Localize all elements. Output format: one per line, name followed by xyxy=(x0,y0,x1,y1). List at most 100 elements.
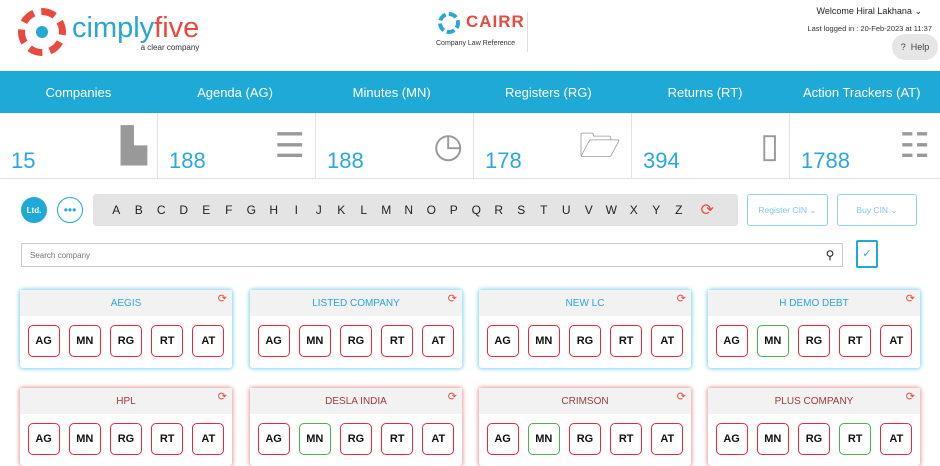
letter-filter-f[interactable]: F xyxy=(225,203,233,217)
module-button-rg[interactable]: RG xyxy=(568,423,601,455)
module-button-ag[interactable]: AG xyxy=(257,325,290,357)
letter-filter-p[interactable]: P xyxy=(449,203,458,217)
module-button-rt[interactable]: RT xyxy=(839,423,872,455)
letter-filter-x[interactable]: X xyxy=(629,203,638,217)
module-button-ag[interactable]: AG xyxy=(715,423,748,455)
letter-filter-z[interactable]: Z xyxy=(675,203,683,217)
letter-filter-h[interactable]: H xyxy=(269,203,279,217)
letter-filter-r[interactable]: R xyxy=(494,203,504,217)
refresh-icon[interactable]: ⟳ xyxy=(905,391,915,403)
company-name[interactable]: H DEMO DEBT ⟳ xyxy=(708,290,920,316)
module-button-mn[interactable]: MN xyxy=(527,325,560,357)
company-name[interactable]: HPL ⟳ xyxy=(20,388,232,414)
reset-filter-icon[interactable]: ⟳ xyxy=(700,202,714,219)
module-button-rg[interactable]: RG xyxy=(109,325,142,357)
letter-filter-e[interactable]: E xyxy=(202,203,211,217)
nav-action-trackers[interactable]: Action Trackers (AT) xyxy=(802,84,921,100)
letter-filter-b[interactable]: B xyxy=(134,203,143,217)
report-document-icon[interactable]: ✓ xyxy=(856,240,878,268)
letter-filter-q[interactable]: Q xyxy=(471,203,481,217)
stat-agenda[interactable]: 188 ☰ xyxy=(158,113,316,178)
module-button-rg[interactable]: RG xyxy=(568,325,601,357)
letter-filter-y[interactable]: Y xyxy=(652,203,661,217)
module-button-mn[interactable]: MN xyxy=(68,325,101,357)
search-input[interactable] xyxy=(30,250,818,260)
nav-registers[interactable]: Registers (RG) xyxy=(505,84,592,100)
module-button-rg[interactable]: RG xyxy=(339,325,372,357)
module-button-at[interactable]: AT xyxy=(880,325,913,357)
stat-returns[interactable]: 394 ▯ xyxy=(632,113,790,178)
letter-filter-d[interactable]: D xyxy=(179,203,189,217)
module-button-ag[interactable]: AG xyxy=(257,423,290,455)
letter-filter-t[interactable]: T xyxy=(540,203,548,217)
refresh-icon[interactable]: ⟳ xyxy=(447,293,457,305)
register-cin-button[interactable]: Register CIN ⌄ xyxy=(747,194,828,226)
module-button-mn[interactable]: MN xyxy=(298,423,331,455)
nav-returns[interactable]: Returns (RT) xyxy=(667,84,743,100)
buy-cin-button[interactable]: Buy CIN ⌄ xyxy=(837,194,917,226)
company-name[interactable]: AEGIS ⟳ xyxy=(20,290,232,316)
module-button-rt[interactable]: RT xyxy=(151,325,184,357)
search-icon[interactable]: ⚲ xyxy=(825,248,835,262)
module-button-ag[interactable]: AG xyxy=(486,325,519,357)
company-name[interactable]: PLUS COMPANY ⟳ xyxy=(708,388,920,414)
help-button[interactable]: ? Help xyxy=(892,34,938,60)
nav-agenda[interactable]: Agenda (AG) xyxy=(197,84,273,100)
module-button-rt[interactable]: RT xyxy=(381,423,414,455)
letter-filter-a[interactable]: A xyxy=(112,203,121,217)
stat-minutes[interactable]: 188 ◷ xyxy=(316,113,474,178)
company-name[interactable]: CRIMSON ⟳ xyxy=(479,388,691,414)
module-button-mn[interactable]: MN xyxy=(298,325,331,357)
module-button-mn[interactable]: MN xyxy=(68,423,101,455)
letter-filter-w[interactable]: W xyxy=(605,203,617,217)
stat-action-trackers[interactable]: 1788 ☷ xyxy=(790,113,940,178)
cimplyfive-logo[interactable]: cimplyfive a clear company xyxy=(18,8,199,56)
refresh-icon[interactable]: ⟳ xyxy=(217,391,227,403)
module-button-rg[interactable]: RG xyxy=(339,423,372,455)
module-button-rt[interactable]: RT xyxy=(610,423,643,455)
nav-minutes[interactable]: Minutes (MN) xyxy=(352,84,431,100)
letter-filter-o[interactable]: O xyxy=(426,203,436,217)
module-button-mn[interactable]: MN xyxy=(756,325,789,357)
module-button-rg[interactable]: RG xyxy=(797,423,830,455)
cairr-logo[interactable]: CAIRR Company Law Reference xyxy=(432,12,528,52)
letter-filter-s[interactable]: S xyxy=(517,203,526,217)
letter-filter-v[interactable]: V xyxy=(584,203,593,217)
module-button-rg[interactable]: RG xyxy=(109,423,142,455)
nav-companies[interactable]: Companies xyxy=(45,84,112,100)
module-button-rt[interactable]: RT xyxy=(151,423,184,455)
module-button-rt[interactable]: RT xyxy=(839,325,872,357)
refresh-icon[interactable]: ⟳ xyxy=(217,293,227,305)
module-button-mn[interactable]: MN xyxy=(756,423,789,455)
letter-filter-m[interactable]: M xyxy=(381,203,392,217)
letter-filter-j[interactable]: J xyxy=(315,203,322,217)
module-button-mn[interactable]: MN xyxy=(527,423,560,455)
refresh-icon[interactable]: ⟳ xyxy=(447,391,457,403)
module-button-rt[interactable]: RT xyxy=(381,325,414,357)
module-button-rt[interactable]: RT xyxy=(610,325,643,357)
letter-filter-g[interactable]: G xyxy=(246,203,256,217)
refresh-icon[interactable]: ⟳ xyxy=(905,293,915,305)
module-button-ag[interactable]: AG xyxy=(715,325,748,357)
module-button-at[interactable]: AT xyxy=(651,325,684,357)
module-button-ag[interactable]: AG xyxy=(27,325,60,357)
stat-registers[interactable]: 178 🗁 xyxy=(474,113,632,178)
more-button[interactable]: ••• xyxy=(57,197,83,223)
refresh-icon[interactable]: ⟳ xyxy=(676,293,686,305)
module-button-ag[interactable]: AG xyxy=(27,423,60,455)
letter-filter-l[interactable]: L xyxy=(360,203,368,217)
letter-filter-n[interactable]: N xyxy=(404,203,414,217)
company-name[interactable]: LISTED COMPANY ⟳ xyxy=(250,290,462,316)
module-button-ag[interactable]: AG xyxy=(486,423,519,455)
module-button-at[interactable]: AT xyxy=(880,423,913,455)
module-button-at[interactable]: AT xyxy=(422,423,455,455)
module-button-at[interactable]: AT xyxy=(192,325,225,357)
company-name[interactable]: NEW LC ⟳ xyxy=(479,290,691,316)
module-button-at[interactable]: AT xyxy=(651,423,684,455)
letter-filter-u[interactable]: U xyxy=(561,203,571,217)
module-button-at[interactable]: AT xyxy=(422,325,455,357)
letter-filter-c[interactable]: C xyxy=(156,203,166,217)
company-name[interactable]: DESLA INDIA ⟳ xyxy=(250,388,462,414)
module-button-rg[interactable]: RG xyxy=(797,325,830,357)
letter-filter-k[interactable]: K xyxy=(337,203,346,217)
